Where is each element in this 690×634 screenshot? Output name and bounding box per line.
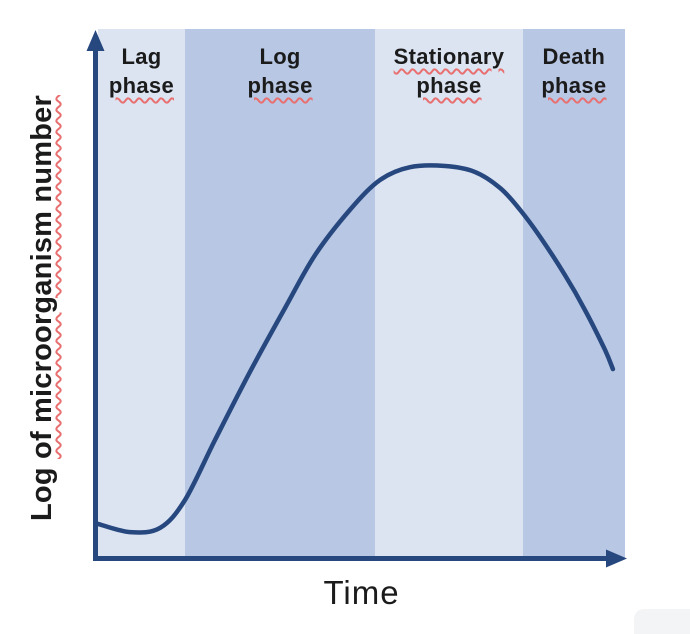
log-phase-label-line1: Log	[259, 44, 301, 69]
log-phase-label: Log phase	[248, 42, 313, 100]
death-phase-label-line1: Death	[542, 44, 606, 69]
y-axis-label: Log of microorganism number	[26, 78, 62, 538]
y-axis-label-prefix: Log	[26, 458, 58, 521]
stationary-phase-label-line1: Stationary	[393, 44, 505, 69]
x-axis-label: Time	[323, 574, 400, 611]
stationary-phase-band: Stationary phase	[375, 29, 523, 558]
death-phase-label: Death phase	[541, 42, 606, 100]
lag-phase-label-line2: phase	[108, 73, 175, 98]
lag-phase-label-line1: Lag	[121, 44, 162, 69]
lag-phase-label: Lag phase	[109, 42, 174, 100]
death-phase-label-line2: phase	[541, 73, 607, 98]
log-phase-band: Log phase	[184, 29, 376, 558]
stationary-phase-label-line2: phase	[416, 73, 482, 98]
lag-phase-band: Lag phase	[98, 29, 185, 558]
log-phase-label-line2: phase	[247, 73, 313, 98]
y-axis-label-underlined: of microorganism number	[26, 95, 58, 459]
stationary-phase-label: Stationary phase	[394, 42, 505, 100]
corner-artifact	[634, 609, 690, 634]
death-phase-band: Death phase	[522, 29, 625, 558]
